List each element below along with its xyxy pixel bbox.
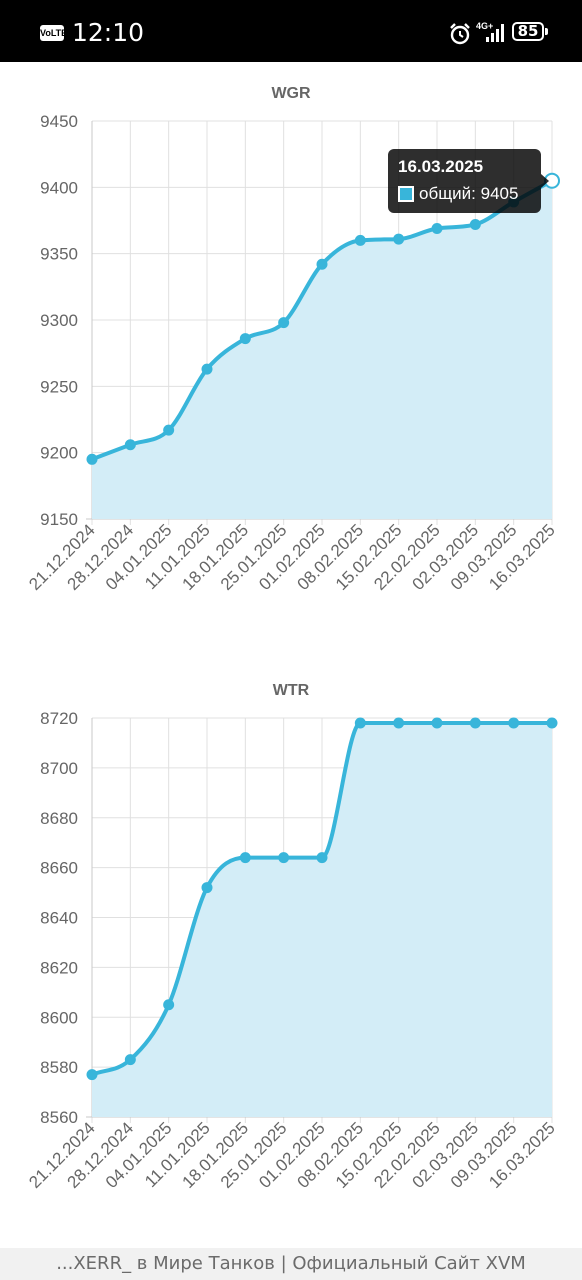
data-point[interactable] [278, 852, 290, 864]
data-point[interactable] [431, 717, 443, 729]
y-tick-label: 8620 [40, 958, 78, 977]
data-point[interactable] [431, 222, 443, 234]
y-tick-label: 9400 [40, 178, 78, 197]
data-point[interactable] [239, 852, 251, 864]
y-tick-label: 9200 [40, 444, 78, 463]
alarm-icon [450, 23, 470, 45]
data-point[interactable] [508, 717, 520, 729]
data-point[interactable] [201, 882, 213, 894]
y-tick-label: 9450 [40, 112, 78, 131]
y-tick-label: 8660 [40, 859, 78, 878]
y-tick-label: 8580 [40, 1058, 78, 1077]
y-tick-label: 8600 [40, 1008, 78, 1027]
battery-tip [545, 28, 548, 35]
y-tick-label: 9250 [40, 377, 78, 396]
area-fill [92, 180, 552, 519]
data-point[interactable] [316, 852, 328, 864]
data-point[interactable] [163, 424, 175, 436]
area-fill [92, 722, 552, 1117]
y-tick-label: 8560 [40, 1108, 78, 1127]
data-point[interactable] [163, 999, 175, 1011]
data-point[interactable] [124, 1054, 136, 1066]
volte-icon: VoLTE [40, 25, 67, 41]
page-title-footer[interactable]: ...XERR_ в Мире Танков | Официальный Сай… [0, 1248, 582, 1280]
data-point[interactable] [124, 439, 136, 451]
chart-title-wtr: WTR [272, 682, 310, 699]
status-bar: VoLTE 12:10 4G+ 85 [0, 0, 582, 62]
y-tick-label: 8680 [40, 809, 78, 828]
data-point[interactable] [546, 717, 558, 729]
chart-title-wgr: WGR [271, 85, 311, 102]
tooltip-title: 16.03.2025 [398, 157, 484, 176]
data-point[interactable] [278, 317, 290, 329]
data-point[interactable] [86, 453, 98, 465]
wgr-chart[interactable]: 915092009250930093509400945021.12.202428… [0, 0, 582, 620]
tooltip-arrow [541, 174, 549, 188]
signal-icon [486, 24, 506, 42]
data-point[interactable] [201, 363, 213, 375]
data-point[interactable] [469, 218, 481, 230]
y-tick-label: 9150 [40, 510, 78, 529]
data-point[interactable] [393, 717, 405, 729]
y-tick-label: 8640 [40, 909, 78, 928]
tooltip-swatch [398, 186, 414, 202]
network-type: 4G+ [476, 21, 494, 31]
y-tick-label: 8720 [40, 709, 78, 728]
data-point[interactable] [393, 233, 405, 245]
data-point[interactable] [354, 717, 366, 729]
tooltip-label: общий: 9405 [419, 184, 519, 203]
data-point[interactable] [469, 717, 481, 729]
data-point[interactable] [86, 1069, 98, 1081]
battery-icon: 85 [512, 22, 544, 41]
y-tick-label: 9300 [40, 311, 78, 330]
chart-tooltip: 16.03.2025 общий: 9405 [388, 149, 541, 213]
status-time: 12:10 [72, 18, 145, 47]
y-tick-label: 8700 [40, 759, 78, 778]
wtr-chart[interactable]: 85608580860086208640866086808700872021.1… [0, 0, 582, 1240]
data-point[interactable] [239, 333, 251, 345]
data-point[interactable] [354, 234, 366, 246]
status-icons: 4G+ 85 [448, 20, 548, 46]
data-point[interactable] [316, 258, 328, 270]
y-tick-label: 9350 [40, 245, 78, 264]
